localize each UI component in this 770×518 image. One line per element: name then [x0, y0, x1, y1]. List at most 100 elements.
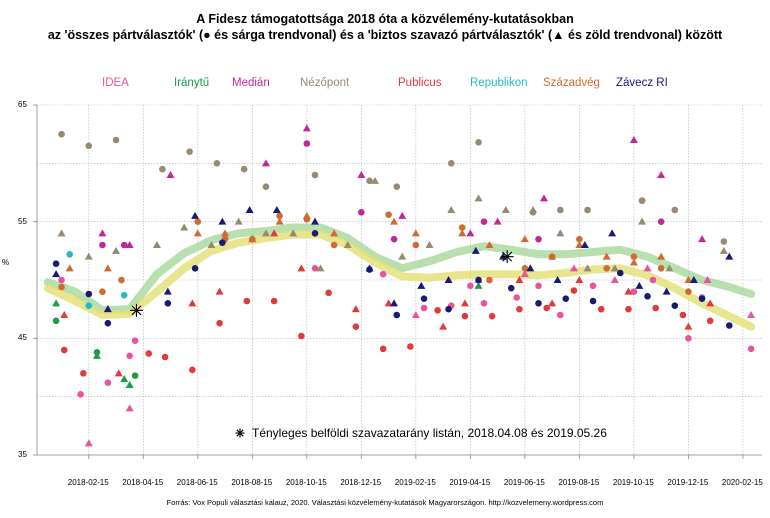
point-publicus [575, 276, 584, 283]
x-tick-label: 2018-08-15 [231, 478, 273, 487]
point-ir-nyt- [131, 372, 139, 379]
point-z-vecz-ri [420, 295, 428, 302]
point-z-vecz-ri [725, 322, 733, 329]
point-sz-zadv-g [575, 241, 584, 248]
point-idea [126, 352, 133, 360]
point-n-z-pont [447, 206, 456, 213]
point-medi-n [357, 171, 366, 178]
x-tick-label: 2019-02-15 [394, 478, 436, 487]
point-idea [557, 311, 564, 319]
point-ir-nyt- [120, 375, 129, 383]
x-tick-label: 2019-04-15 [449, 478, 491, 487]
point-z-vecz-ri [191, 265, 199, 272]
point-publicus [215, 287, 224, 295]
chart-title: A Fidesz támogatottsága 2018 óta a közvé… [196, 12, 574, 26]
point-idea [569, 264, 578, 272]
point-ir-nyt- [125, 381, 134, 388]
point-publicus [548, 299, 557, 307]
point-n-z-pont [57, 229, 66, 237]
point-z-vecz-ri [471, 246, 480, 254]
x-tick-label: 2019-10-15 [612, 478, 654, 487]
annotation-text: Tényleges belföldi szavazatarány listán,… [252, 426, 607, 440]
y-tick-label: 65 [18, 100, 27, 109]
point-idea [77, 391, 84, 398]
point-idea [311, 265, 319, 272]
point-publicus [379, 345, 387, 353]
point-sz-zadv-g [58, 283, 65, 291]
point-publicus [188, 299, 197, 307]
point-sz-zadv-g [576, 235, 583, 243]
point-medi-n [302, 124, 311, 132]
point-publicus [145, 350, 153, 357]
x-tick-label: 2019-12-15 [667, 478, 709, 487]
point-publicus [706, 317, 714, 325]
point-n-z-pont [671, 206, 679, 214]
point-sz-zadv-g [118, 276, 125, 284]
point-z-vecz-ri [219, 239, 226, 246]
point-n-z-pont [370, 176, 379, 184]
point-idea [480, 300, 488, 307]
point-publicus [624, 287, 633, 295]
point-sz-zadv-g [103, 264, 112, 272]
point-publicus [352, 323, 360, 330]
point-publicus [407, 343, 414, 350]
point-publicus [243, 297, 251, 305]
point-z-vecz-ri [475, 276, 482, 284]
point-publicus [460, 299, 469, 307]
point-z-vecz-ri [164, 300, 172, 307]
point-publicus [652, 304, 660, 312]
point-z-vecz-ri [698, 295, 706, 302]
point-idea [420, 304, 428, 312]
markers [52, 124, 756, 447]
point-z-vecz-ri [644, 293, 651, 300]
point-publicus [439, 322, 448, 330]
point-z-vecz-ri [445, 305, 452, 313]
point-idea [125, 404, 134, 412]
point-sz-zadv-g [390, 217, 399, 225]
point-sz-zadv-g [548, 252, 557, 260]
point-n-z-pont [583, 264, 592, 272]
point-z-vecz-ri [163, 287, 172, 295]
point-z-vecz-ri [85, 290, 93, 298]
point-n-z-pont [638, 197, 646, 204]
point-z-vecz-ri [52, 270, 61, 278]
point-n-z-pont [213, 160, 221, 167]
point-n-z-pont [475, 139, 482, 146]
point-n-z-pont [311, 171, 319, 179]
point-republikon [120, 291, 128, 299]
point-publicus [161, 353, 169, 361]
point-sz-zadv-g [657, 265, 665, 272]
point-n-z-pont [425, 241, 434, 248]
point-z-vecz-ri [191, 211, 200, 219]
point-publicus [325, 289, 332, 297]
point-z-vecz-ri [390, 299, 399, 307]
point-medi-n [358, 209, 365, 216]
point-n-z-pont [85, 142, 93, 150]
x-tick-label: 2019-08-15 [558, 478, 600, 487]
point-n-z-pont [584, 206, 591, 214]
legend-item-idea: IDEA [102, 77, 129, 89]
point-publicus [270, 229, 279, 237]
point-n-z-pont [207, 241, 216, 248]
point-n-z-pont [152, 241, 161, 248]
point-n-z-pont [234, 217, 243, 225]
point-ir-nyt- [52, 299, 61, 307]
point-z-vecz-ri [52, 260, 60, 267]
star-stroke [131, 305, 142, 316]
point-idea [643, 264, 652, 272]
chart-subtitle: az 'összes pártválasztók' (● és sárga tr… [47, 28, 723, 42]
point-medi-n [466, 229, 475, 237]
point-idea [535, 282, 542, 290]
point-n-z-pont [556, 229, 565, 237]
point-z-vecz-ri [393, 311, 401, 319]
actual-result-star [500, 250, 514, 264]
point-publicus [298, 332, 305, 340]
point-n-z-pont [557, 206, 564, 214]
point-idea [520, 270, 529, 278]
point-n-z-pont [261, 229, 270, 237]
point-z-vecz-ri [365, 264, 374, 272]
point-z-vecz-ri [245, 206, 254, 213]
point-idea [58, 276, 65, 284]
point-n-z-pont [159, 165, 166, 173]
point-medi-n [390, 235, 398, 243]
